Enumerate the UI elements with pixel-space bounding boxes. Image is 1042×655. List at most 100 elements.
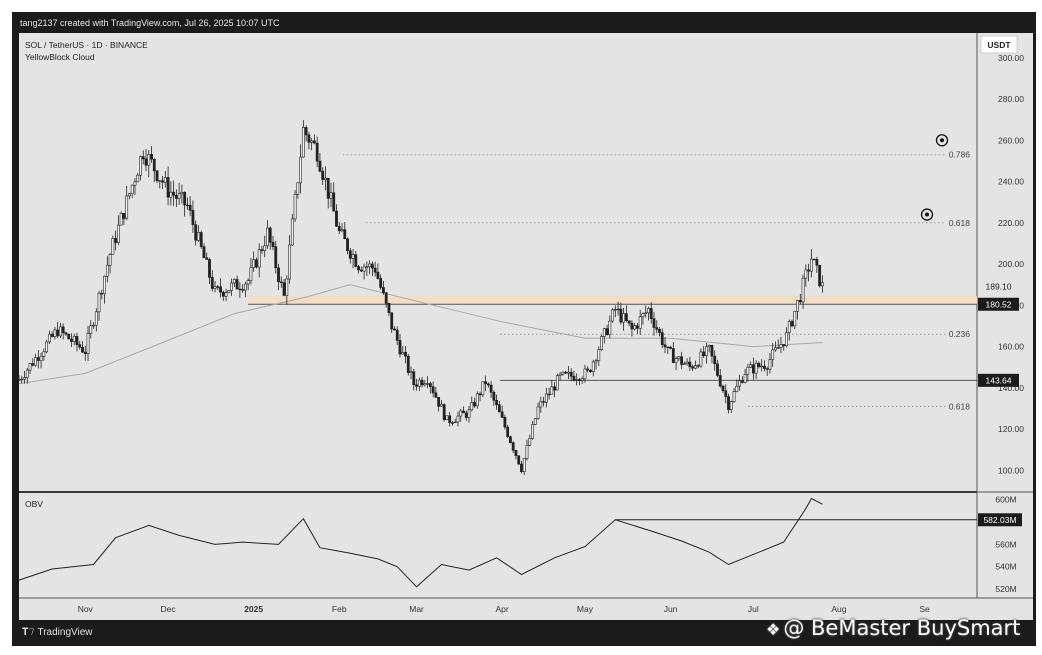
candle-body <box>691 366 695 369</box>
candle-body <box>241 289 245 291</box>
candle-body <box>155 170 159 182</box>
candle-body <box>183 191 187 206</box>
target-marker-dot <box>925 212 929 217</box>
symbol-title: SOL / TetherUS · 1D · BINANCE <box>25 40 148 50</box>
candle-body <box>550 386 554 395</box>
obv-line <box>18 497 823 588</box>
candle-body <box>520 463 523 472</box>
candle-body <box>434 392 438 398</box>
price-tick-label: 260.00 <box>998 135 1024 145</box>
candle-body <box>285 278 289 296</box>
candle-body <box>255 259 258 268</box>
candle-body <box>230 282 233 291</box>
candle-body <box>415 384 418 387</box>
candle-body <box>647 308 650 314</box>
currency-box <box>980 35 1018 54</box>
candle-body <box>130 184 134 194</box>
candle-body <box>246 280 250 285</box>
candle-body <box>428 383 432 387</box>
candle-body <box>437 396 441 407</box>
price-label: 143.64 <box>986 375 1012 385</box>
time-tick-label: 2025 <box>244 604 263 614</box>
candle-body <box>47 333 51 343</box>
target-marker-dot <box>940 138 944 143</box>
candle-body <box>721 385 725 392</box>
candle-body <box>34 357 37 366</box>
candle-body <box>213 286 217 289</box>
candle-body <box>492 391 496 401</box>
candle-body <box>760 365 764 368</box>
candle-body <box>75 336 79 345</box>
candle-body <box>152 158 156 172</box>
candle-body <box>475 393 479 407</box>
obv-label: OBV <box>25 499 43 509</box>
candle-body <box>395 329 399 341</box>
obv-tick-label: 600M <box>995 495 1016 505</box>
candle-body <box>602 328 606 337</box>
candle-body <box>122 213 126 219</box>
candle-body <box>39 355 43 361</box>
candle-body <box>310 140 314 143</box>
candle-body <box>644 312 648 314</box>
candle-body <box>727 396 730 411</box>
candle-body <box>268 227 272 243</box>
candle-body <box>613 309 617 311</box>
candle-body <box>484 381 487 385</box>
candle-body <box>464 412 468 418</box>
candle-body <box>497 404 501 413</box>
candle-body <box>782 344 786 347</box>
time-tick-label: May <box>577 604 594 614</box>
candle-body <box>354 254 358 267</box>
candle-body <box>351 254 355 259</box>
candle-body <box>729 401 733 411</box>
candle-body <box>64 332 68 335</box>
candle-body <box>119 213 123 226</box>
candle-body <box>238 288 242 291</box>
candle-body <box>384 292 388 304</box>
tradingview-logo[interactable]: 𝐓𝟽 TradingView <box>22 627 93 638</box>
candle-body <box>807 269 810 272</box>
time-tick-label: Feb <box>332 604 347 614</box>
candle-body <box>561 371 565 375</box>
candle-body <box>649 308 653 319</box>
candle-body <box>36 357 40 361</box>
candle-body <box>279 281 283 283</box>
main-pane-bg <box>19 33 977 491</box>
time-tick-label: Dec <box>161 604 177 614</box>
tradingview-logo-text: TradingView <box>37 627 93 638</box>
candle-body <box>594 360 598 363</box>
candle-body <box>304 127 308 136</box>
time-tick-label: Nov <box>78 604 94 614</box>
candle-body <box>340 229 344 232</box>
fib-label: 0.618 <box>949 401 971 411</box>
candle-body <box>754 362 758 374</box>
candle-body <box>611 309 614 322</box>
candle-body <box>451 422 454 424</box>
obv-tick-label: 540M <box>995 562 1016 572</box>
candle-body <box>528 438 532 446</box>
time-axis-bg <box>19 598 1033 620</box>
candle-body <box>511 442 515 451</box>
candle-body <box>199 232 203 247</box>
price-tick-label: 100.00 <box>998 465 1024 475</box>
candle-body <box>564 371 568 374</box>
candle-body <box>379 278 383 288</box>
candle-body <box>575 379 579 381</box>
candle-body <box>467 409 471 418</box>
tradingview-logo-icon: 𝐓𝟽 <box>22 627 38 638</box>
candle-body <box>682 363 686 365</box>
candle-body <box>161 180 164 183</box>
price-tick-label: 220.00 <box>998 218 1024 228</box>
candle-body <box>337 225 341 232</box>
candle-body <box>473 402 476 407</box>
candle-body <box>194 224 198 241</box>
candle-body <box>707 344 711 348</box>
candle-body <box>72 336 76 342</box>
candle-body <box>459 410 463 417</box>
candle-body <box>740 380 744 383</box>
candle-body <box>210 277 214 289</box>
candle-body <box>763 365 766 369</box>
candle-body <box>282 282 286 296</box>
time-tick-label: Mar <box>409 604 424 614</box>
